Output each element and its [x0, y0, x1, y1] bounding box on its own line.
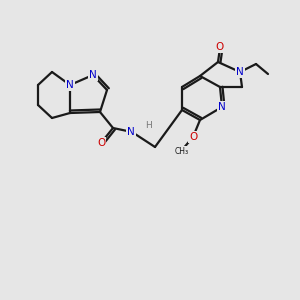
Text: N: N [89, 70, 97, 80]
Text: CH₃: CH₃ [175, 146, 189, 155]
Text: N: N [66, 80, 74, 90]
Text: O: O [189, 132, 197, 142]
Text: N: N [218, 102, 226, 112]
Text: N: N [236, 67, 244, 77]
Text: H: H [145, 121, 152, 130]
Text: N: N [127, 127, 135, 137]
Text: O: O [97, 138, 105, 148]
Text: O: O [216, 42, 224, 52]
